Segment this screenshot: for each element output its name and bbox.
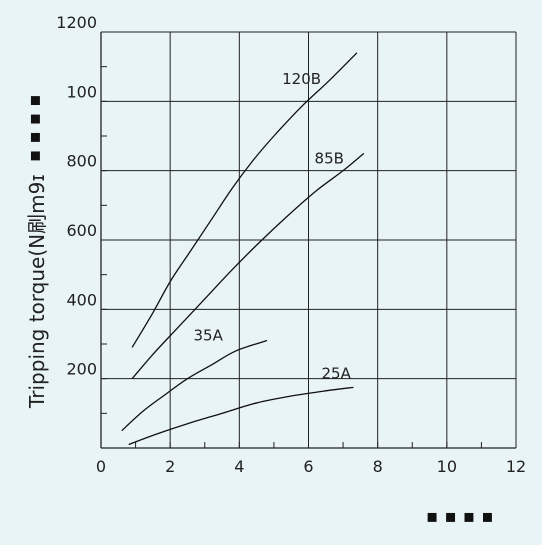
grid: [101, 31, 517, 448]
y-axis-title: Tripping torque(N刷m9ɪ: [25, 174, 49, 409]
series-line-35a: [121, 339, 268, 432]
axes: [100, 32, 516, 449]
series-label-85b: 85B: [315, 150, 344, 168]
series-label-120b: 120B: [282, 70, 321, 88]
y-tick-label: 600: [66, 221, 97, 240]
x-tick-label: 6: [303, 457, 313, 476]
y-tick-label: 800: [66, 152, 97, 171]
series-label-25a: 25A: [321, 365, 351, 383]
series-line-120b: [131, 52, 358, 348]
y-tick-label: 100: [66, 82, 97, 101]
y-tick-label: 400: [66, 290, 97, 309]
y-tick-label: 200: [66, 360, 97, 379]
x-tick-label: 2: [165, 457, 175, 476]
x-tick-label: 4: [234, 457, 244, 476]
x-tick-label: 10: [437, 457, 457, 476]
y-axis-title-trailing-marks: ▪ ▪ ▪ ▪: [24, 94, 45, 162]
x-axis-marks: ▪ ▪ ▪ ▪: [426, 506, 494, 527]
series-label-35a: 35A: [194, 327, 224, 345]
tick-labels: 0 2 4 6 8 10 12 200 400 600 800 100 1200: [56, 13, 526, 476]
series-line-25a: [128, 386, 354, 446]
x-tick-label: 12: [506, 457, 526, 476]
x-tick-label: 0: [96, 457, 106, 476]
series-line-85b: [131, 152, 365, 380]
series-lines: [121, 52, 365, 446]
x-tick-label: 8: [373, 457, 383, 476]
series-labels: 120B 85B 35A 25A: [194, 70, 352, 383]
y-tick-label: 1200: [56, 13, 97, 32]
